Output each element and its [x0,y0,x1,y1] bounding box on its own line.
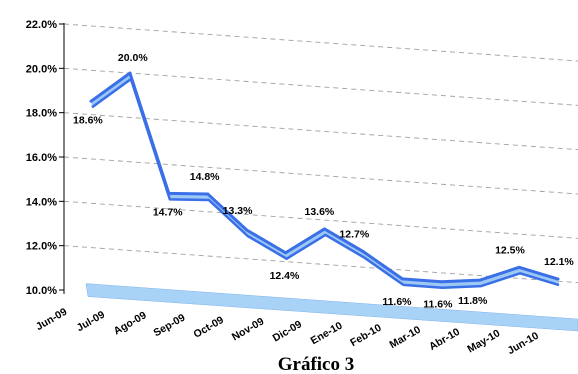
gridline [63,200,578,239]
x-tick-label: Ago-09 [112,309,149,337]
gridline [63,67,578,106]
x-tick-label: May-10 [465,327,502,355]
chart-floor-band [85,283,578,332]
data-label: 13.3% [223,205,253,217]
y-tick-labels: 10.0% 12.0% 14.0% 16.0% 18.0% 20.0% 22.0% [26,19,57,297]
x-tick-label: Jun-09 [34,306,69,333]
series-ribbon-face [91,73,559,288]
y-tick-label: 20.0% [26,63,57,75]
gridline [63,156,578,195]
y-tick-label: 12.0% [26,241,57,253]
data-point [89,99,93,103]
x-tick-label: Jun-10 [505,330,540,357]
x-tick-label: Sep-09 [151,312,187,340]
data-point [517,265,521,269]
data-label: 12.7% [339,229,369,241]
data-label: 12.5% [495,244,525,256]
y-tick-label: 10.0% [26,285,57,297]
data-label: 18.6% [73,114,103,126]
gridlines [63,23,578,284]
data-point [400,277,404,281]
gridline [63,112,578,151]
data-label: 11.6% [423,299,453,311]
gridline [63,245,578,284]
y-axis [59,23,65,294]
data-label: 13.6% [305,206,335,218]
x-tick-label: Dic-09 [271,318,304,344]
data-point [284,251,288,255]
data-label: 12.4% [270,270,300,282]
y-tick-label: 16.0% [26,152,57,164]
y-tick-label: 18.0% [26,108,57,120]
data-point [439,280,443,284]
data-point [323,227,326,231]
series-line [89,71,560,289]
data-point [245,228,249,232]
x-tick-label: Jul-09 [75,309,107,335]
data-labels: 18.6% 20.0% 14.7% 14.8% 13.3% 12.4% 13.6% 12.7%… [73,52,574,311]
data-point [128,71,132,75]
data-point [478,278,482,282]
data-label: 14.7% [153,206,183,218]
series-line-back [91,77,560,289]
x-tick-label: Mar-10 [388,324,423,351]
data-label: 14.8% [190,171,220,183]
data-label: 11.8% [458,295,488,307]
y-tick-label: 14.0% [26,196,57,208]
data-point [206,192,210,196]
series-line-front [90,71,559,284]
x-tick-label: Abr-10 [427,326,462,353]
y-tick-label: 22.0% [26,19,57,31]
data-label: 12.1% [544,256,574,268]
x-tick-label: Nov-09 [230,315,266,343]
data-label: 20.0% [118,52,148,64]
data-point [556,277,560,281]
x-tick-label: Feb-10 [348,322,383,349]
data-label: 11.6% [382,296,412,308]
x-tick-label: Oct-09 [192,314,226,341]
x-tick-label: Ene-10 [309,320,345,348]
chart-floor [85,283,578,332]
data-point [167,191,171,195]
figure-caption: Gráfico 3 [277,354,355,374]
data-point [361,250,365,254]
gridline [63,23,578,62]
